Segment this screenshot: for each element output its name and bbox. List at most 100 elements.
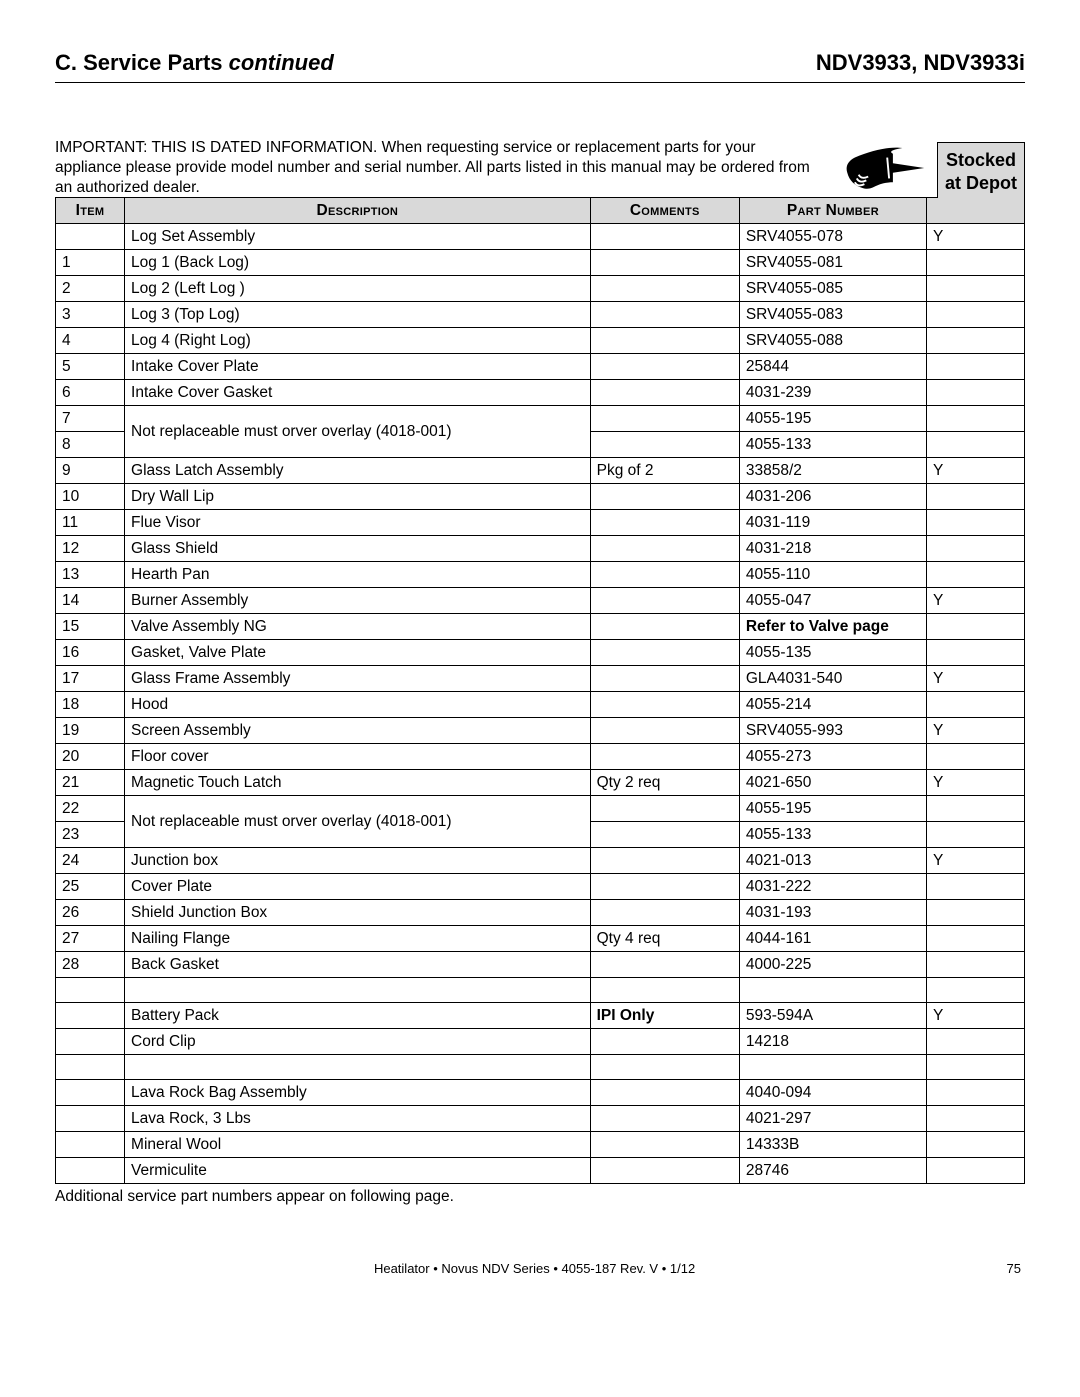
table-row: 13Hearth Pan4055-110: [56, 562, 1025, 588]
page-header: C. Service Parts continued NDV3933, NDV3…: [55, 50, 1025, 83]
table-row: Vermiculite28746: [56, 1158, 1025, 1184]
cell-item: 19: [56, 718, 125, 744]
cell-description: Lava Rock, 3 Lbs: [125, 1106, 591, 1132]
cell-item: 4: [56, 328, 125, 354]
cell-description: Intake Cover Plate: [125, 354, 591, 380]
cell-stocked: Y: [926, 458, 1024, 484]
cell-part-number: 4031-206: [739, 484, 926, 510]
col-description: Description: [125, 198, 591, 224]
cell-description: Flue Visor: [125, 510, 591, 536]
pointing-hand-icon: [834, 138, 929, 198]
cell-item: 23: [56, 822, 125, 848]
cell-part-number: 14218: [739, 1029, 926, 1055]
table-row: 21Magnetic Touch LatchQty 2 req4021-650Y: [56, 770, 1025, 796]
cell-part-number: 4031-222: [739, 874, 926, 900]
cell-comments: [590, 874, 739, 900]
cell-part-number: 4055-135: [739, 640, 926, 666]
table-row: Mineral Wool14333B: [56, 1132, 1025, 1158]
cell-comments: [590, 224, 739, 250]
cell-item: 26: [56, 900, 125, 926]
section-suffix: continued: [229, 50, 334, 75]
cell-item: 12: [56, 536, 125, 562]
stocked-line1: Stocked: [946, 150, 1016, 170]
cell-description: Burner Assembly: [125, 588, 591, 614]
cell-part-number: 4040-094: [739, 1080, 926, 1106]
cell-comments: [590, 822, 739, 848]
cell-comments: [590, 406, 739, 432]
cell-stocked: [926, 822, 1024, 848]
cell-part-number: 4055-195: [739, 796, 926, 822]
cell-comments: [590, 1106, 739, 1132]
cell-item: 22: [56, 796, 125, 822]
cell-description: Vermiculite: [125, 1158, 591, 1184]
cell-comments: [590, 510, 739, 536]
cell-comments: IPI Only: [590, 1003, 739, 1029]
cell-description: Gasket, Valve Plate: [125, 640, 591, 666]
cell-part-number: [739, 978, 926, 1003]
cell-comments: [590, 666, 739, 692]
table-row: 18Hood4055-214: [56, 692, 1025, 718]
cell-description: Nailing Flange: [125, 926, 591, 952]
table-row: 25Cover Plate4031-222: [56, 874, 1025, 900]
cell-item: 27: [56, 926, 125, 952]
cell-stocked: [926, 692, 1024, 718]
cell-stocked: [926, 1106, 1024, 1132]
cell-part-number: SRV4055-088: [739, 328, 926, 354]
cell-stocked: [926, 276, 1024, 302]
cell-comments: [590, 588, 739, 614]
cell-part-number: 4021-650: [739, 770, 926, 796]
table-row: 4Log 4 (Right Log)SRV4055-088: [56, 328, 1025, 354]
cell-stocked: [926, 926, 1024, 952]
cell-comments: [590, 302, 739, 328]
cell-item: 10: [56, 484, 125, 510]
cell-comments: [590, 250, 739, 276]
table-row: 5Intake Cover Plate25844: [56, 354, 1025, 380]
cell-comments: [590, 484, 739, 510]
cell-part-number: 4055-047: [739, 588, 926, 614]
cell-part-number: 4055-133: [739, 432, 926, 458]
cell-stocked: [926, 952, 1024, 978]
table-row: 2Log 2 (Left Log )SRV4055-085: [56, 276, 1025, 302]
cell-stocked: [926, 1029, 1024, 1055]
cell-comments: [590, 614, 739, 640]
cell-stocked: [926, 744, 1024, 770]
table-row: 12Glass Shield4031-218: [56, 536, 1025, 562]
cell-stocked: [926, 1132, 1024, 1158]
cell-part-number: 4055-214: [739, 692, 926, 718]
cell-item: 1: [56, 250, 125, 276]
cell-item: 21: [56, 770, 125, 796]
col-comments: Comments: [590, 198, 739, 224]
cell-comments: [590, 276, 739, 302]
cell-part-number: SRV4055-081: [739, 250, 926, 276]
cell-description: Log 1 (Back Log): [125, 250, 591, 276]
intro-row: IMPORTANT: THIS IS DATED INFORMATION. Wh…: [55, 138, 1025, 198]
cell-item: [56, 1132, 125, 1158]
cell-stocked: [926, 354, 1024, 380]
cell-description: Intake Cover Gasket: [125, 380, 591, 406]
cell-item: 11: [56, 510, 125, 536]
table-row: 7Not replaceable must orver overlay (401…: [56, 406, 1025, 432]
cell-comments: [590, 1055, 739, 1080]
cell-part-number: SRV4055-085: [739, 276, 926, 302]
cell-comments: [590, 1132, 739, 1158]
cell-stocked: [926, 796, 1024, 822]
cell-comments: [590, 1029, 739, 1055]
cell-comments: [590, 536, 739, 562]
table-header-row: Item Description Comments Part Number: [56, 198, 1025, 224]
cell-description: Log 3 (Top Log): [125, 302, 591, 328]
intro-text: IMPORTANT: THIS IS DATED INFORMATION. Wh…: [55, 138, 826, 198]
cell-description: Glass Frame Assembly: [125, 666, 591, 692]
cell-description: Junction box: [125, 848, 591, 874]
table-row: 14Burner Assembly4055-047Y: [56, 588, 1025, 614]
col-item: Item: [56, 198, 125, 224]
cell-description: Valve Assembly NG: [125, 614, 591, 640]
table-row: Battery PackIPI Only593-594AY: [56, 1003, 1025, 1029]
cell-item: 18: [56, 692, 125, 718]
cell-description: Mineral Wool: [125, 1132, 591, 1158]
cell-stocked: Y: [926, 718, 1024, 744]
cell-comments: Qty 4 req: [590, 926, 739, 952]
cell-item: 7: [56, 406, 125, 432]
cell-description: [125, 1055, 591, 1080]
table-row: 28Back Gasket4000-225: [56, 952, 1025, 978]
table-row: 9Glass Latch AssemblyPkg of 233858/2Y: [56, 458, 1025, 484]
